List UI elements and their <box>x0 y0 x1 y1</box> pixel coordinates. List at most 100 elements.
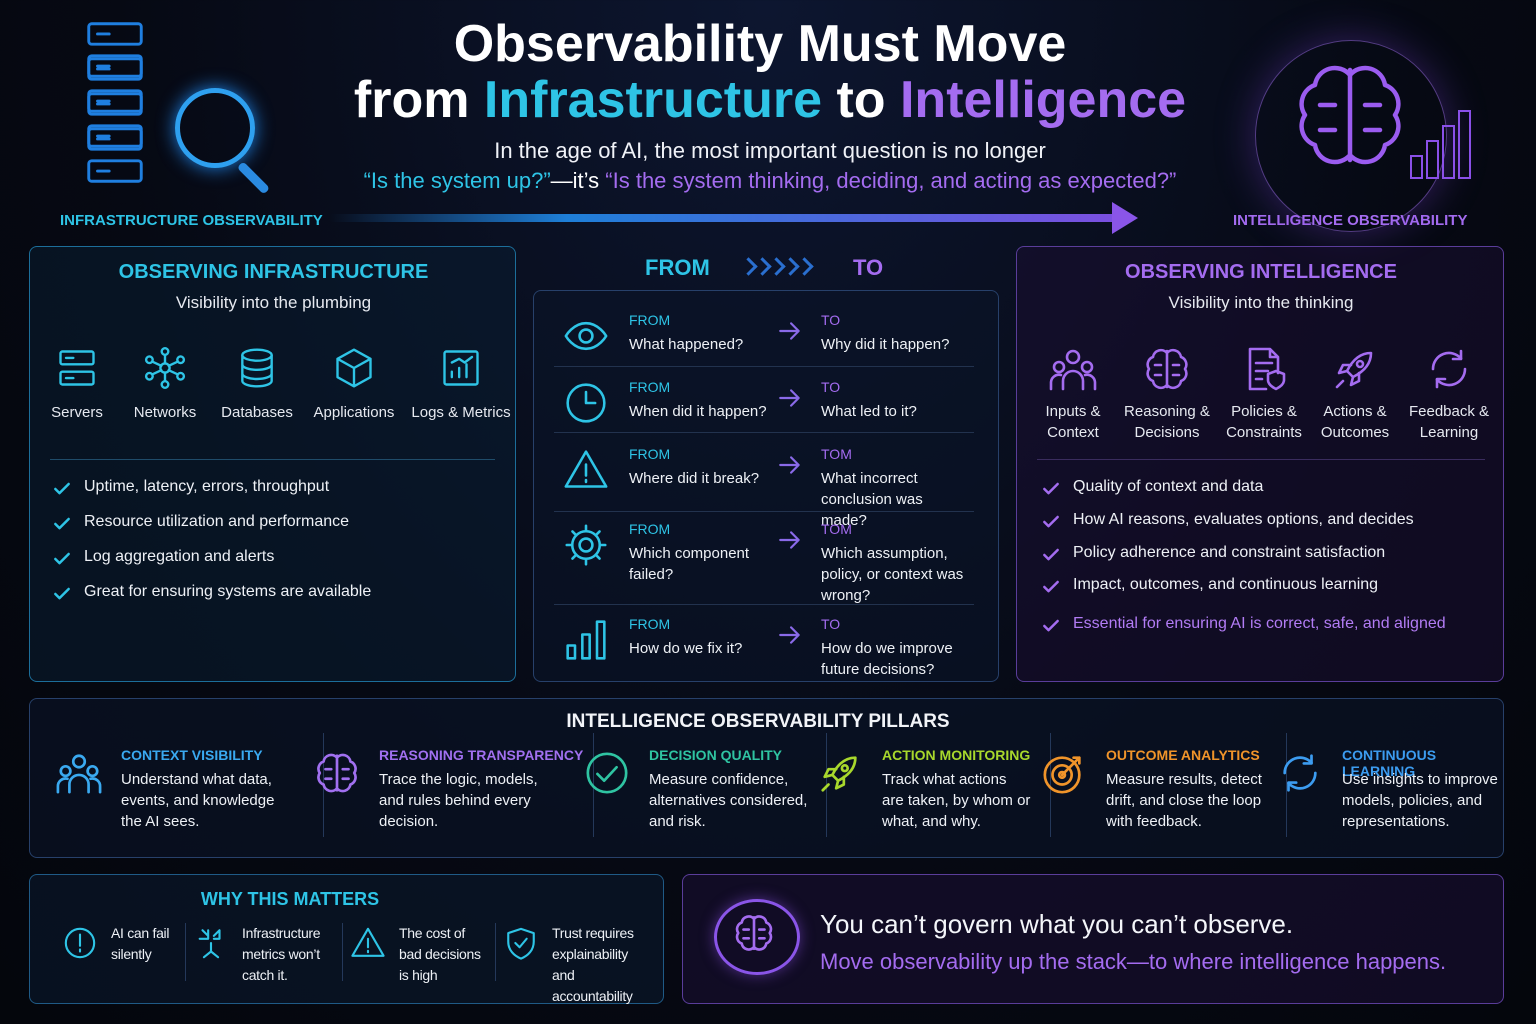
icon-rocket <box>821 756 857 792</box>
row-divider <box>554 604 974 605</box>
icon-shape <box>71 754 87 769</box>
pillar-text: Trace the logic, models, and rules behin… <box>379 771 538 830</box>
shift-arrow <box>330 214 1120 222</box>
icon-shape <box>578 537 594 553</box>
icon-shape <box>150 353 180 383</box>
icon-shape <box>54 587 70 600</box>
icon-shape <box>160 380 170 389</box>
icon-doc <box>1248 347 1286 391</box>
from-text: Which component failed? <box>629 545 750 583</box>
check-item: Great for ensuring systems are available <box>84 583 372 600</box>
icon-shape <box>59 764 72 778</box>
icon-server <box>59 350 95 386</box>
panel-title: INTELLIGENCE OBSERVABILITY PILLARS <box>566 711 950 732</box>
icon-tick <box>54 587 70 600</box>
from-text: When did it happen? <box>629 403 767 420</box>
icon-shape <box>160 347 170 356</box>
why-item: Infrastructure metrics won’t catch it. <box>242 925 321 983</box>
icon-tick <box>54 482 70 495</box>
intel-panel: OBSERVING INTELLIGENCE Visibility into th… <box>1016 246 1504 682</box>
icon-shape <box>1065 349 1081 365</box>
icon-shape <box>1060 756 1081 777</box>
why-divider <box>495 923 496 981</box>
icon-shape <box>1043 548 1059 561</box>
icon-shape <box>1435 349 1463 389</box>
pillar-title: CONTINUOUS LEARNING <box>1342 747 1437 779</box>
icon-shape <box>1153 363 1181 377</box>
icon-tick <box>1043 548 1059 561</box>
icon-shape <box>564 450 608 488</box>
icon-shape <box>87 57 143 81</box>
icon-chart <box>443 350 479 386</box>
icon-target <box>1043 756 1081 794</box>
row-divider <box>554 511 974 512</box>
icon-shape <box>742 928 766 940</box>
from-label: FROM <box>629 446 671 462</box>
brain-halo <box>1255 40 1447 232</box>
icon-shape <box>1335 363 1361 389</box>
icon-shape <box>64 927 96 959</box>
icon-shape <box>1355 359 1365 369</box>
question-part: “Is the system thinking, deciding, and a… <box>605 168 1177 193</box>
icon-shape <box>595 620 606 660</box>
icon-warn <box>564 450 608 488</box>
icon-shape <box>821 767 846 792</box>
check-item: Uptime, latency, errors, throughput <box>84 478 330 495</box>
icon-tick <box>1043 515 1059 528</box>
icon-arrow <box>779 456 800 474</box>
icon-arrow <box>779 626 800 644</box>
icon-shape <box>1317 102 1383 133</box>
icon-shape <box>584 390 597 405</box>
row-divider <box>554 366 974 367</box>
icon-shape <box>1146 348 1188 390</box>
divider <box>1037 459 1485 460</box>
title-part: from <box>353 71 484 129</box>
icon-shape <box>1049 369 1097 391</box>
to-text: Which assumption, policy, or context was… <box>821 545 964 604</box>
icon-brain <box>1146 348 1188 390</box>
pillar-divider <box>1286 733 1287 837</box>
icon-alert <box>64 927 96 959</box>
icon-shape <box>86 764 99 778</box>
icon-split <box>198 929 221 959</box>
icon-shape <box>144 355 154 365</box>
to-text: Why did it happen? <box>821 336 950 353</box>
question: “Is the system up?”—it’s “Is the system … <box>0 168 1536 194</box>
icon-shape <box>1248 347 1280 391</box>
to-label: TO <box>821 312 841 328</box>
from-label: FROM <box>629 312 671 328</box>
icon-brain <box>735 915 773 951</box>
icon-shape <box>87 92 143 116</box>
title-part: Infrastructure <box>483 71 822 129</box>
icon-shape <box>1287 754 1313 792</box>
icon-cycle <box>1431 349 1467 389</box>
icon-shape <box>317 753 357 793</box>
row-divider <box>554 432 974 433</box>
check-item: Quality of context and data <box>1073 478 1264 495</box>
pillar-title: CONTEXT VISIBILITY <box>121 747 263 763</box>
why-item: AI can fail silently <box>111 925 170 962</box>
icon-tick <box>1043 619 1059 632</box>
to-label: TO <box>821 616 841 632</box>
icon-shape <box>507 927 535 960</box>
pillar-title: OUTCOME ANALYTICS <box>1106 747 1260 763</box>
icon-shape <box>241 348 273 362</box>
title: from Infrastructure to Intelligence <box>0 70 1536 130</box>
left-label: INFRASTRUCTURE OBSERVABILITY <box>60 212 323 229</box>
shift-panel: FROM What happened? TO Why did it happen? FR… <box>533 290 999 682</box>
pillar-title: ACTION MONITORING <box>882 747 1031 763</box>
icon-shape <box>1299 65 1401 165</box>
icon-shape <box>59 350 95 366</box>
from-label: FROM <box>629 379 671 395</box>
icon-shape <box>840 763 850 773</box>
item-label: Inputs & Context <box>1045 403 1101 441</box>
why-item: Trust requires explainability and accoun… <box>552 925 634 1004</box>
icon-shape <box>450 355 474 379</box>
icon-shape <box>1057 770 1067 780</box>
item-label: Actions & Outcomes <box>1320 403 1390 441</box>
icon-brain <box>1299 65 1401 165</box>
callout-text: Move observability up the stack—to where… <box>820 949 1447 974</box>
icon-shape <box>443 350 479 386</box>
icon-shape <box>830 756 857 783</box>
icon-shape <box>596 765 618 783</box>
